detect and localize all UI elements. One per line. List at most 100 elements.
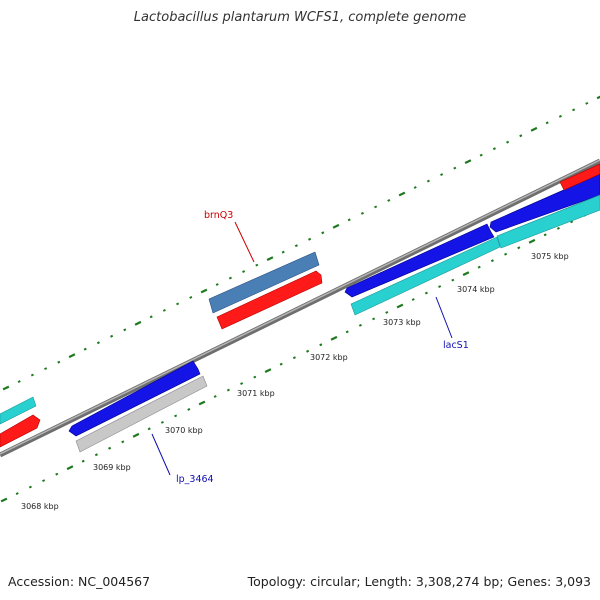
tick-mark-upper-track <box>44 367 48 371</box>
tick-mark-upper-track <box>398 191 406 197</box>
cds-feature-blue-2[interactable] <box>344 223 495 298</box>
tick-mark-upper-track <box>110 334 114 338</box>
tick-mark-lower-track <box>0 497 8 503</box>
tick-mark-upper-track <box>572 108 576 112</box>
genome-backbone <box>0 158 600 458</box>
tick-mark-upper-track <box>68 353 76 359</box>
tick-mark-lower-track <box>55 472 59 476</box>
tick-mark-upper-track <box>413 186 417 189</box>
cds-feature-cyan-lacs1[interactable] <box>350 236 501 316</box>
tick-mark-upper-track <box>545 121 549 125</box>
tick-mark-upper-track <box>479 153 483 157</box>
tick-mark-lower-track <box>132 432 140 438</box>
map-title: Lactobacillus plantarum WCFS1, complete … <box>133 10 467 25</box>
cds-feature-gray-lp3464[interactable] <box>75 375 208 453</box>
tick-mark-lower-track <box>543 233 547 237</box>
backbone-layer <box>0 158 600 458</box>
tick-mark-upper-track <box>492 147 496 151</box>
tick-mark-upper-track <box>308 237 312 241</box>
cds-feature-cyan-right[interactable] <box>496 194 600 249</box>
tick-mark-upper-track <box>453 166 457 170</box>
scale-label-3069: 3069 kbp <box>93 463 131 472</box>
tick-mark-upper-track <box>162 308 166 312</box>
scale-label-3071: 3071 kbp <box>237 389 275 398</box>
scale-label-layer: 3068 kbp 3069 kbp 3070 kbp 3071 kbp 3072… <box>21 252 569 511</box>
tick-mark-lower-track <box>240 382 244 385</box>
tick-mark-lower-track <box>517 246 521 250</box>
tick-mark-lower-track <box>451 278 455 282</box>
tick-mark-lower-track <box>504 252 508 256</box>
tick-mark-lower-track <box>121 440 125 444</box>
tick-mark-upper-track <box>176 302 180 306</box>
tick-mark-lower-track <box>462 271 470 276</box>
tick-mark-upper-track <box>2 385 10 391</box>
gene-label-lacs1[interactable]: lacS1 <box>443 340 469 351</box>
tick-mark-upper-track <box>519 134 523 138</box>
tick-mark-upper-track <box>57 360 61 364</box>
tick-mark-upper-track <box>215 283 219 286</box>
cds-feature-red-left[interactable] <box>0 414 41 448</box>
tick-mark-lower-track <box>319 343 323 347</box>
tick-mark-upper-track <box>200 288 208 294</box>
scale-label-3072: 3072 kbp <box>310 353 348 362</box>
tick-mark-lower-track <box>28 485 32 489</box>
tick-mark-lower-track <box>174 414 178 418</box>
cds-feature-red-1[interactable] <box>216 270 323 330</box>
tick-mark-lower-track <box>306 349 310 353</box>
tick-mark-lower-track <box>292 356 296 360</box>
tick-mark-lower-track <box>330 335 338 341</box>
tick-mark-upper-track <box>134 320 142 326</box>
tick-mark-lower-track <box>438 285 442 288</box>
genome-summary-text: Topology: circular; Length: 3,308,274 bp… <box>247 574 591 589</box>
tick-mark-upper-track <box>294 244 298 248</box>
tick-mark-upper-track <box>585 101 589 105</box>
tick-mark-lower-track <box>147 427 151 431</box>
tick-mark-lower-track <box>556 226 560 230</box>
tick-mark-upper-track <box>558 114 562 118</box>
tick-mark-lower-track <box>345 330 349 334</box>
gene-label-lp3464[interactable]: lp_3464 <box>176 474 214 485</box>
feature-layer <box>0 163 600 453</box>
cds-feature-steel-brnq3[interactable] <box>208 251 320 314</box>
cds-feature-cyan-left[interactable] <box>0 396 37 425</box>
tick-mark-lower-track <box>411 298 415 301</box>
tick-mark-lower-track <box>528 238 536 244</box>
tick-mark-lower-track <box>358 323 362 327</box>
tick-mark-upper-track <box>266 256 274 261</box>
tick-mark-upper-track <box>17 380 21 383</box>
tick-layer <box>0 95 600 503</box>
tick-mark-lower-track <box>160 420 164 424</box>
leader-line-lp3464 <box>151 433 171 476</box>
tick-mark-lower-track <box>108 446 112 450</box>
tick-mark-lower-track <box>213 395 217 398</box>
scale-label-3073: 3073 kbp <box>383 318 421 327</box>
gene-label-brnq3[interactable]: brnQ3 <box>204 210 233 221</box>
tick-mark-lower-track <box>253 375 257 379</box>
accession-text: Accession: NC_004567 <box>8 574 151 589</box>
tick-mark-lower-track <box>477 265 481 269</box>
tick-mark-lower-track <box>66 465 74 471</box>
tick-mark-lower-track <box>15 492 19 495</box>
tick-mark-lower-track <box>490 259 494 263</box>
scale-label-3070: 3070 kbp <box>165 426 203 435</box>
tick-mark-upper-track <box>321 231 325 235</box>
scale-label-3075: 3075 kbp <box>531 252 569 261</box>
tick-mark-upper-track <box>530 126 538 132</box>
gene-label-layer: brnQ3 lacS1 lp_3464 <box>176 210 469 485</box>
cds-feature-blue-1[interactable] <box>68 360 201 437</box>
tick-mark-lower-track <box>264 368 272 373</box>
tick-mark-upper-track <box>374 205 378 209</box>
cds-feature-red-right[interactable] <box>559 163 600 191</box>
tick-mark-upper-track <box>149 315 153 319</box>
tick-mark-upper-track <box>506 140 510 144</box>
tick-mark-upper-track <box>440 173 444 176</box>
genome-backbone-highlight <box>0 159 600 455</box>
tick-mark-upper-track <box>242 270 246 273</box>
tick-mark-upper-track <box>464 159 472 164</box>
tick-mark-upper-track <box>360 211 364 215</box>
tick-mark-lower-track <box>94 453 98 457</box>
tick-mark-upper-track <box>387 199 391 202</box>
tick-mark-lower-track <box>570 220 574 224</box>
leader-line-brnq3 <box>234 221 255 263</box>
